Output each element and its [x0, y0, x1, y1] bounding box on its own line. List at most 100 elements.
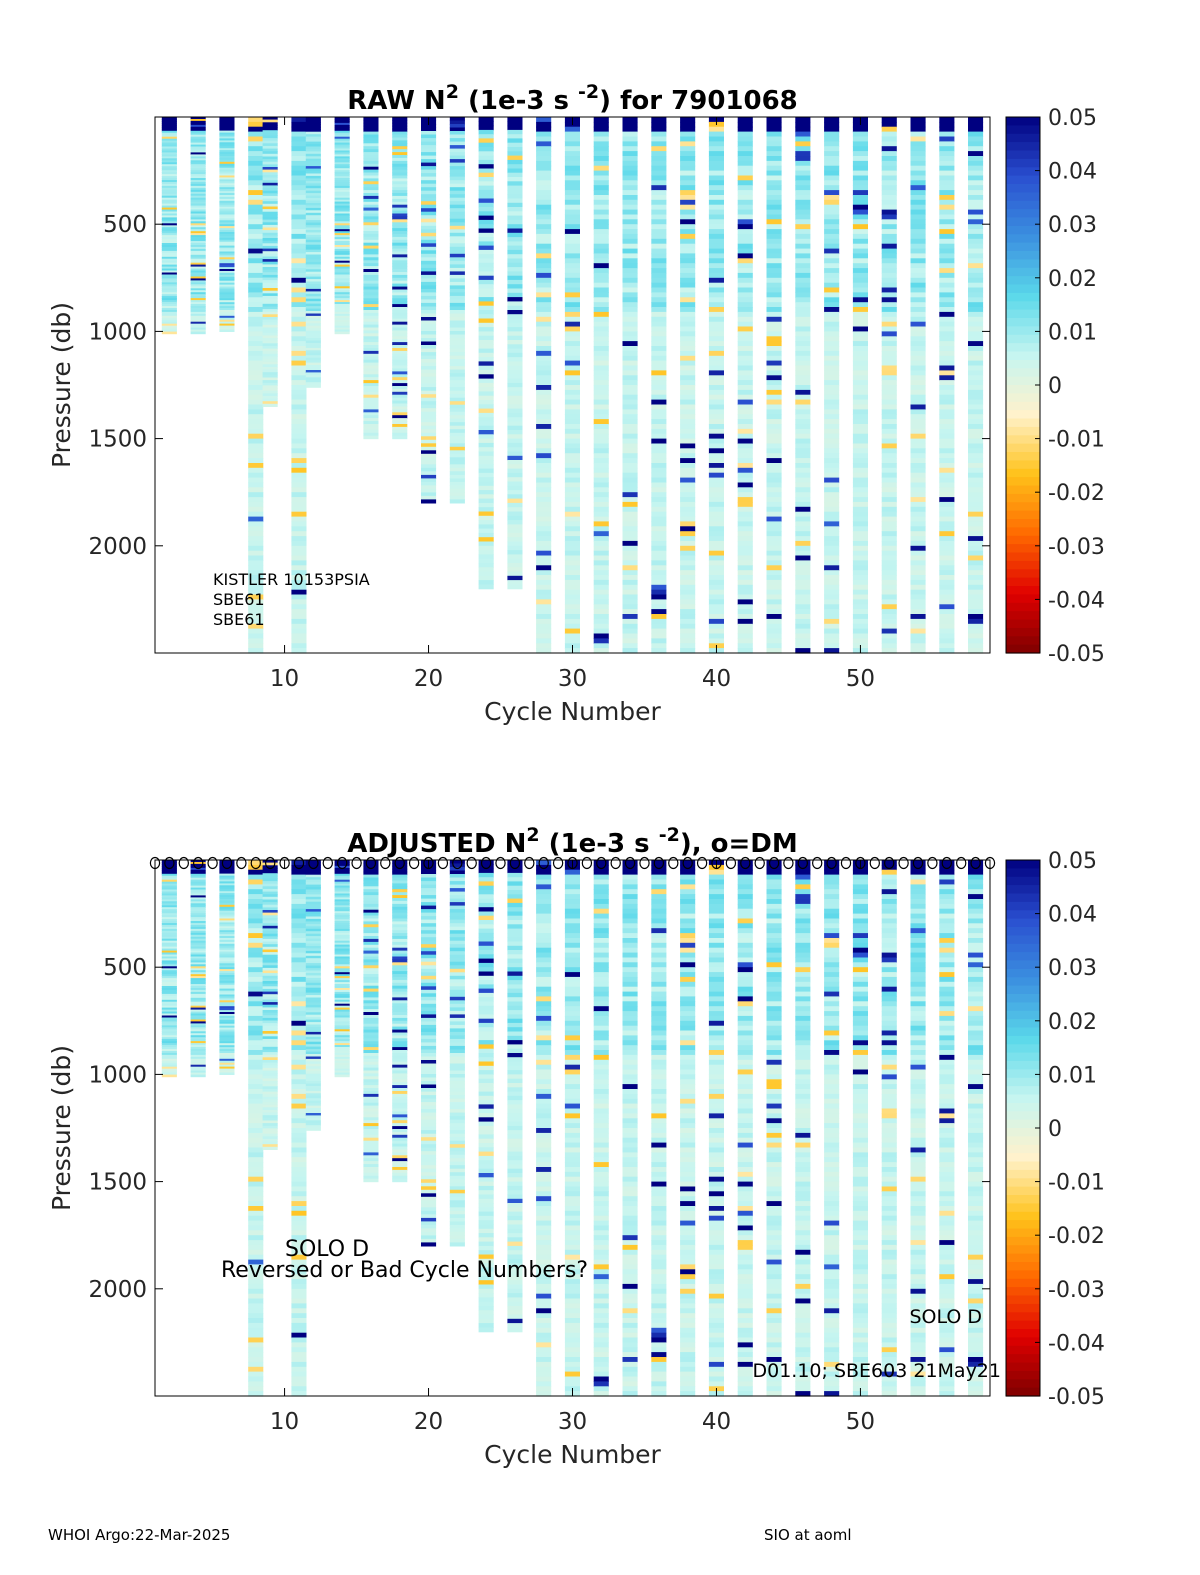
n2-cell [262, 319, 278, 323]
n2-cell [219, 327, 235, 330]
n2-cell [737, 433, 753, 440]
n2-cell [392, 1017, 408, 1022]
n2-cell [248, 195, 264, 201]
n2-cell [737, 199, 753, 206]
n2-cell [392, 1120, 408, 1124]
n2-cell [449, 211, 465, 216]
n2-cell [795, 438, 811, 445]
n2-cell [305, 222, 321, 226]
n2-cell [190, 201, 206, 205]
n2-cell [449, 1203, 465, 1208]
n2-cell [478, 532, 494, 538]
n2-cell [449, 474, 465, 479]
n2-cell [291, 1240, 307, 1246]
n2-cell [334, 245, 350, 248]
n2-cell [305, 970, 321, 974]
n2-cell [219, 924, 235, 927]
n2-cell [507, 898, 523, 904]
n2-cell [939, 311, 955, 318]
n2-cell [305, 1049, 321, 1053]
n2-cell [593, 648, 609, 654]
n2-cell [651, 623, 667, 630]
n2-cell [421, 436, 437, 441]
n2-cell [334, 136, 350, 140]
n2-cell [622, 365, 638, 371]
n2-cell [852, 614, 868, 620]
n2-cell [262, 888, 278, 893]
n2-cell [564, 609, 580, 615]
n2-cell [507, 412, 523, 418]
n2-cell [421, 288, 437, 293]
n2-cell [363, 128, 379, 133]
n2-cell [248, 1050, 264, 1056]
n2-cell [881, 594, 897, 600]
n2-cell [219, 914, 235, 918]
n2-cell [190, 1013, 206, 1017]
n2-cell [737, 448, 753, 454]
n2-cell [708, 282, 724, 289]
n2-cell [507, 297, 523, 302]
n2-cell [248, 1074, 264, 1080]
n2-cell [291, 297, 307, 303]
n2-cell [392, 190, 408, 194]
n2-cell [363, 157, 379, 162]
n2-cell [564, 550, 580, 557]
n2-cell [392, 415, 408, 419]
n2-cell [881, 511, 897, 518]
n2-cell [651, 531, 667, 537]
n2-cell [305, 298, 321, 302]
n2-cell [262, 269, 278, 273]
n2-cell [248, 311, 264, 318]
n2-cell [161, 1033, 177, 1036]
n2-cell [421, 338, 437, 343]
colorbar-segment [1006, 343, 1040, 353]
n2-cell [421, 898, 437, 903]
n2-cell [478, 1245, 494, 1251]
n2-cell [449, 366, 465, 371]
n2-cell [262, 145, 278, 150]
n2-cell [737, 268, 753, 274]
n2-cell [766, 170, 782, 177]
n2-cell [421, 1161, 437, 1166]
n2-cell [449, 246, 465, 251]
n2-cell [680, 214, 696, 220]
n2-cell [622, 409, 638, 415]
n2-cell [622, 199, 638, 206]
n2-cell [190, 950, 206, 954]
n2-cell [593, 565, 609, 571]
n2-cell [161, 154, 177, 157]
n2-cell [449, 302, 465, 307]
n2-cell [392, 359, 408, 364]
n2-cell [421, 313, 437, 318]
n2-cell [478, 1031, 494, 1037]
n2-cell [421, 905, 437, 910]
n2-cell [291, 1366, 307, 1373]
n2-cell [219, 255, 235, 258]
n2-cell [334, 150, 350, 154]
n2-cell [334, 923, 350, 926]
n2-cell [190, 168, 206, 171]
n2-cell [334, 1072, 350, 1076]
n2-cell [219, 224, 235, 227]
n2-cell [824, 536, 840, 542]
n2-cell [421, 450, 437, 455]
n2-cell [262, 372, 278, 376]
n2-cell [536, 531, 552, 537]
n2-cell [651, 287, 667, 293]
n2-cell [262, 1065, 278, 1069]
n2-cell [564, 311, 580, 318]
n2-cell [651, 428, 667, 435]
n2-cell [737, 609, 753, 615]
n2-cell [766, 487, 782, 493]
n2-cell [305, 1029, 321, 1033]
n2-cell [651, 175, 667, 181]
colorbar-segment [1006, 460, 1040, 470]
n2-cell [507, 147, 523, 152]
n2-cell [363, 1172, 379, 1177]
n2-cell [305, 960, 321, 964]
n2-cell [708, 531, 724, 537]
n2-cell [334, 962, 350, 965]
n2-cell [593, 287, 609, 293]
n2-cell [536, 209, 552, 216]
n2-cell [680, 540, 696, 547]
